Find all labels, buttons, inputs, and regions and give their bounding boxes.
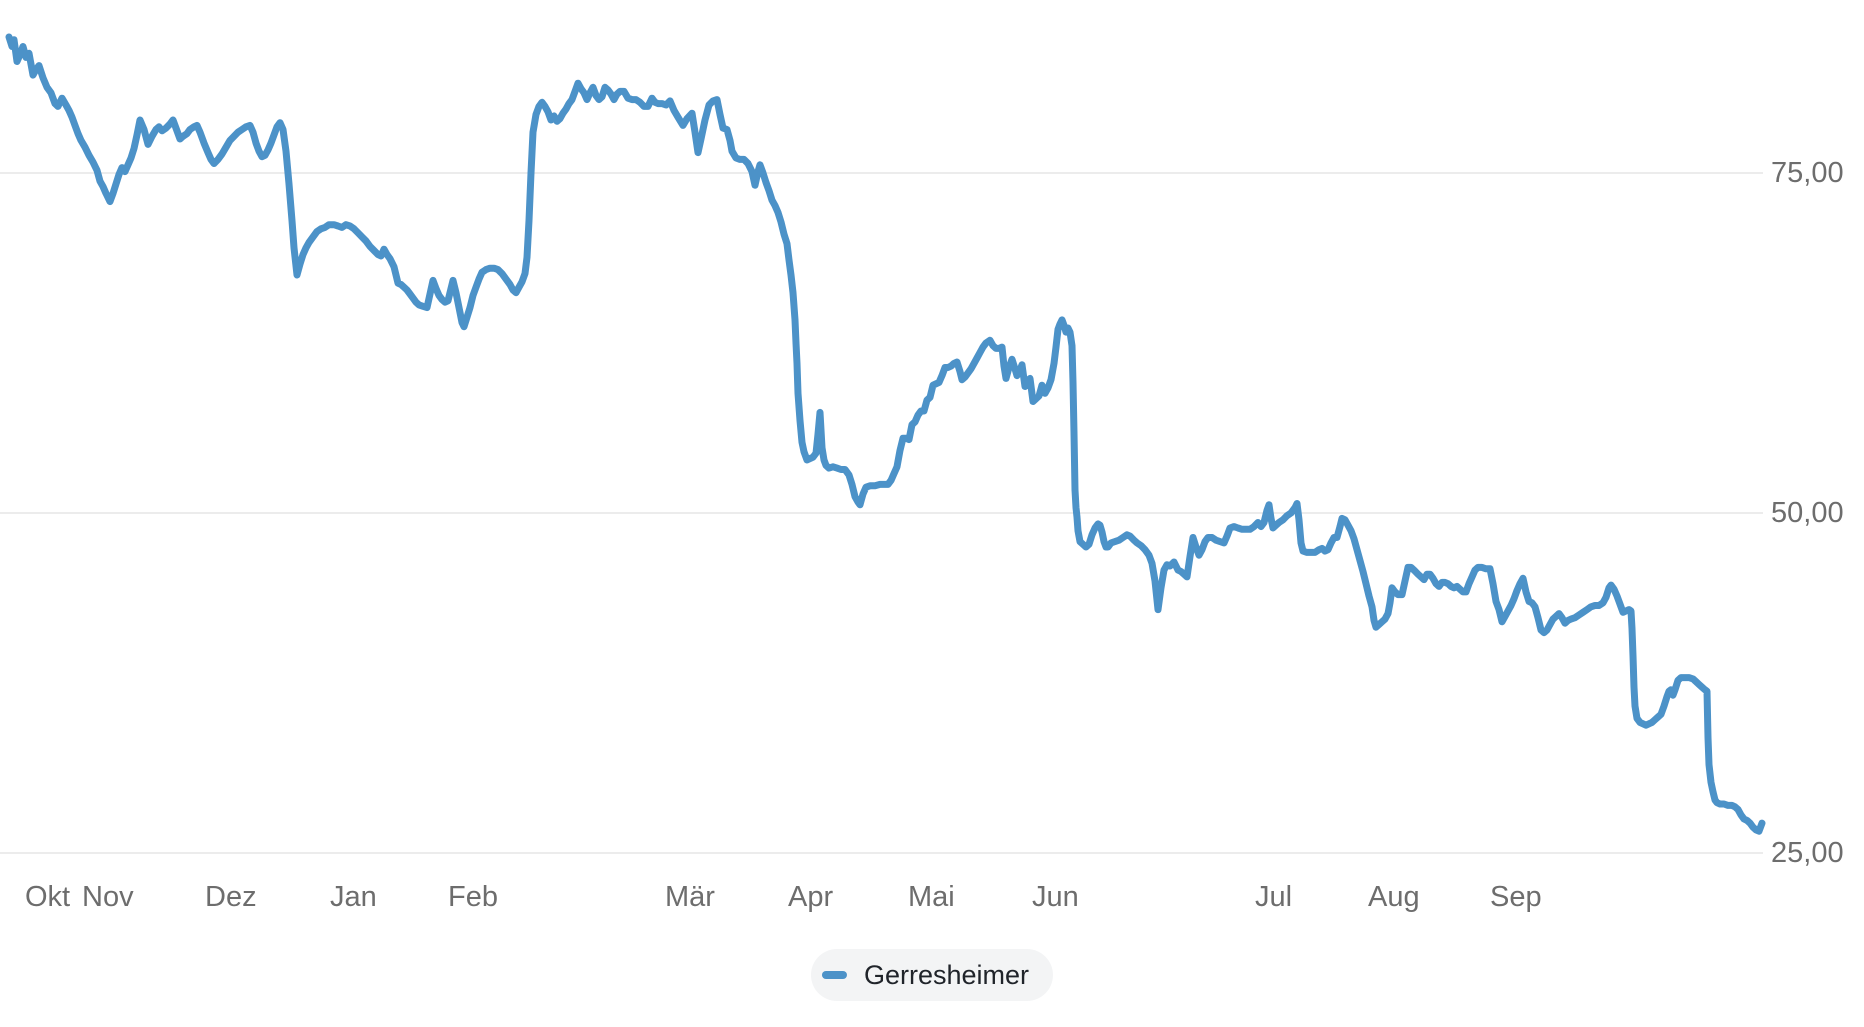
legend-line-swatch-icon	[821, 971, 847, 979]
x-axis-label-sep: Sep	[1490, 881, 1542, 913]
x-axis-label-mai: Mai	[908, 881, 955, 913]
series-line-gerresheimer[interactable]	[5, 33, 1766, 835]
y-axis-label-75: 75,00	[1771, 157, 1844, 189]
y-axis-label-50: 50,00	[1771, 497, 1844, 529]
x-axis-label-jan: Jan	[330, 881, 377, 913]
x-axis-label-apr: Apr	[788, 881, 834, 913]
x-axis-label-nov: Nov	[82, 881, 134, 913]
x-axis-label-aug: Aug	[1368, 881, 1420, 913]
legend-item-gerresheimer[interactable]: Gerresheimer	[810, 949, 1054, 1001]
y-axis-label-25: 25,00	[1771, 837, 1844, 869]
chart-canvas[interactable]	[0, 0, 1864, 930]
x-axis-label-feb: Feb	[448, 881, 498, 913]
x-axis-label-mär: Mär	[665, 881, 715, 913]
x-axis-label-okt: Okt	[25, 881, 71, 913]
x-axis-label-jun: Jun	[1032, 881, 1079, 913]
x-axis-label-dez: Dez	[205, 881, 257, 913]
legend-label: Gerresheimer	[863, 960, 1030, 990]
x-axis-label-jul: Jul	[1255, 881, 1293, 913]
